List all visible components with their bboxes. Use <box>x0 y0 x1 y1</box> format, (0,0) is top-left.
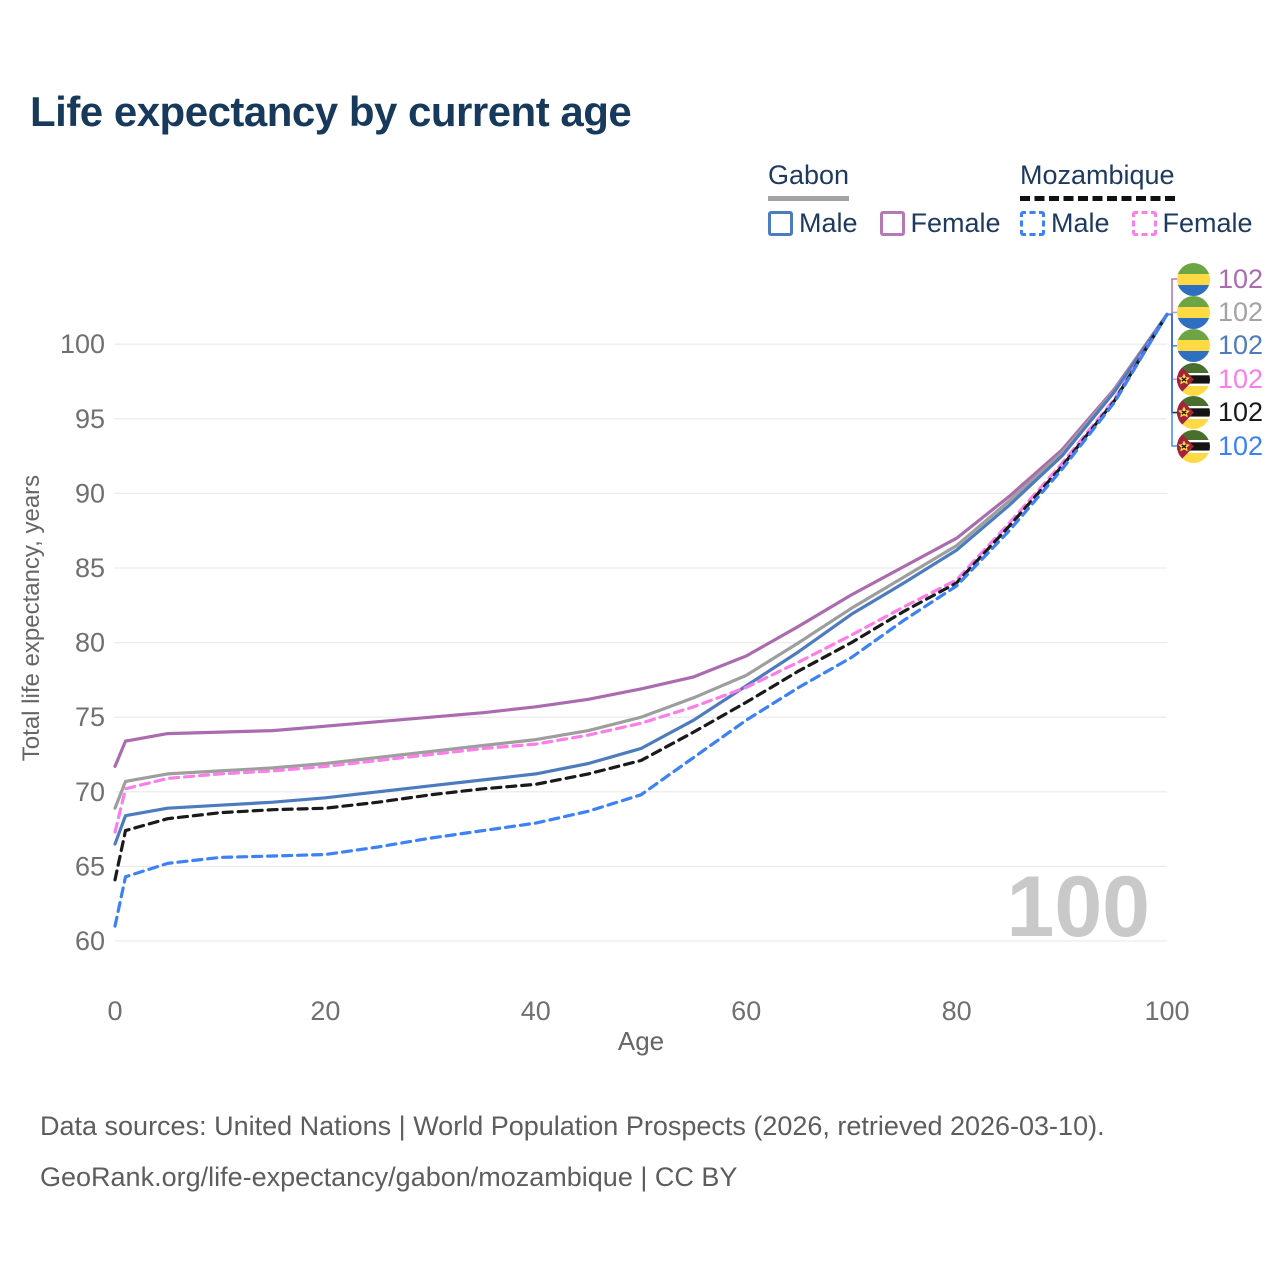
end-value-label: 102 <box>1218 263 1264 294</box>
page-title: Life expectancy by current age <box>30 88 632 135</box>
legend-item-gabon-male[interactable]: Male <box>768 208 858 239</box>
legend-header-gabon[interactable]: Gabon <box>768 160 850 201</box>
series-line-gabon-female[interactable] <box>113 312 1169 769</box>
x-axis-title: Age <box>617 1026 665 1056</box>
legend-item-label: Male <box>1051 208 1110 238</box>
label-connector-line <box>1167 313 1177 414</box>
attribution-link-text[interactable]: GeoRank.org/life-expectancy/gabon/mozamb… <box>40 1161 738 1192</box>
label-connector-line <box>1167 311 1177 316</box>
age-counter-watermark: 100 <box>1006 859 1151 955</box>
y-tick-label: 85 <box>75 553 105 583</box>
legend-item-label: Male <box>799 208 858 238</box>
legend-group-mozambique: Mozambique Male Female <box>1020 160 1253 239</box>
end-label-row-mozambique-female[interactable]: 102 <box>1177 362 1264 396</box>
x-tick-label: 80 <box>942 996 972 1026</box>
series-line-mozambique-both-sexes[interactable] <box>113 312 1169 882</box>
y-tick-label: 65 <box>75 851 105 881</box>
y-tick-label: 100 <box>60 329 105 359</box>
x-tick-label: 60 <box>731 996 761 1026</box>
mozambique-male-swatch-icon <box>1020 211 1045 236</box>
legend-item-gabon-female[interactable]: Female <box>879 208 1001 239</box>
label-connector-line <box>1167 313 1177 347</box>
legend-item-label: Female <box>1162 208 1253 238</box>
series-line-gabon-male[interactable] <box>113 312 1169 846</box>
mozambique-flag-icon <box>1177 396 1210 430</box>
gabon-flag-icon <box>1177 329 1210 363</box>
y-tick-label: 90 <box>75 478 105 508</box>
y-tick-label: 70 <box>75 777 105 807</box>
gabon-flag-icon <box>1177 262 1210 296</box>
end-label-row-gabon-female[interactable]: 102 <box>1177 262 1264 296</box>
y-tick-label: 80 <box>75 628 105 658</box>
end-value-label: 102 <box>1218 397 1264 428</box>
footer: Data sources: United Nations | World Pop… <box>40 1106 1105 1207</box>
y-tick-label: 95 <box>75 404 105 434</box>
y-tick-label: 60 <box>75 926 105 956</box>
end-label-row-gabon-both-sexes[interactable]: 102 <box>1177 295 1264 329</box>
legend-group-gabon: Gabon Male Female <box>768 160 1001 239</box>
mozambique-female-swatch-icon <box>1131 211 1157 236</box>
label-connector-line <box>1167 313 1177 381</box>
legend-header-mozambique[interactable]: Mozambique <box>1020 160 1175 201</box>
series-line-mozambique-male[interactable] <box>113 312 1169 928</box>
gabon-female-swatch-icon <box>879 211 905 236</box>
mozambique-flag-icon <box>1177 429 1210 463</box>
end-value-label: 102 <box>1218 296 1264 327</box>
end-value-label: 102 <box>1218 430 1264 461</box>
data-sources-text: Data sources: United Nations | World Pop… <box>40 1111 1105 1141</box>
label-connector-line <box>1167 313 1177 447</box>
series-line-mozambique-female[interactable] <box>113 312 1169 834</box>
legend-items-gabon: Male Female <box>768 208 1001 239</box>
series-line-gabon-both-sexes[interactable] <box>113 312 1169 810</box>
gabon-male-swatch-icon <box>768 211 793 236</box>
x-tick-label: 20 <box>310 996 340 1026</box>
end-value-label: 102 <box>1218 363 1264 394</box>
legend-item-mozambique-male[interactable]: Male <box>1020 208 1110 239</box>
gabon-flag-icon <box>1177 295 1210 329</box>
label-connector-line <box>1167 278 1177 316</box>
chart-legend: Gabon Male Female Mozambique Male <box>0 160 1280 250</box>
legend-item-label: Female <box>910 208 1001 238</box>
end-label-row-mozambique-both-sexes[interactable]: 102 <box>1177 396 1264 430</box>
x-tick-label: 100 <box>1144 996 1189 1026</box>
legend-items-mozambique: Male Female <box>1020 208 1253 239</box>
x-tick-label: 40 <box>521 996 551 1026</box>
x-tick-label: 0 <box>107 996 122 1026</box>
mozambique-flag-icon <box>1177 362 1210 396</box>
end-label-row-mozambique-male[interactable]: 102 <box>1177 429 1264 463</box>
y-tick-label: 75 <box>75 702 105 732</box>
y-axis-title: Total life expectancy, years <box>18 474 45 762</box>
legend-item-mozambique-female[interactable]: Female <box>1131 208 1253 239</box>
end-value-label: 102 <box>1218 330 1264 361</box>
end-label-row-gabon-male[interactable]: 102 <box>1177 329 1264 363</box>
